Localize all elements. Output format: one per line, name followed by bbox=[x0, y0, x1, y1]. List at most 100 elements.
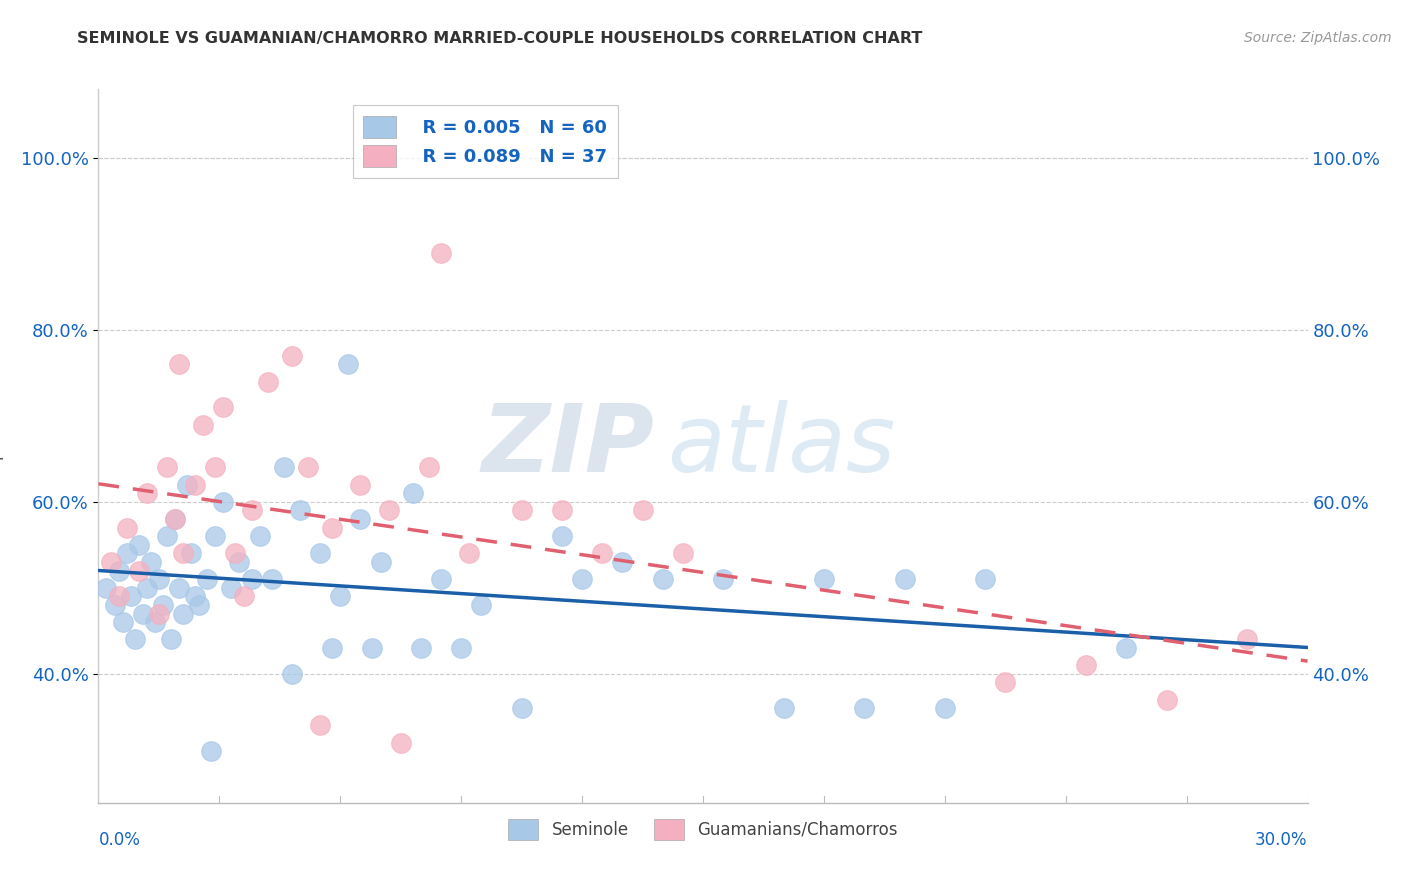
Point bbox=[813, 572, 835, 586]
Point bbox=[893, 572, 915, 586]
Point bbox=[450, 641, 472, 656]
Point bbox=[321, 521, 343, 535]
Point bbox=[321, 641, 343, 656]
Point bbox=[361, 641, 384, 656]
Point bbox=[111, 615, 134, 630]
Point bbox=[772, 701, 794, 715]
Point bbox=[212, 401, 235, 415]
Point bbox=[994, 675, 1017, 690]
Point bbox=[184, 590, 207, 604]
Point bbox=[974, 572, 997, 586]
Point bbox=[1236, 632, 1258, 647]
Point bbox=[256, 375, 278, 389]
Point bbox=[135, 486, 157, 500]
Point bbox=[232, 590, 254, 604]
Point bbox=[180, 546, 202, 560]
Point bbox=[152, 598, 174, 612]
Point bbox=[711, 572, 734, 586]
Point bbox=[1074, 658, 1097, 673]
Point bbox=[430, 572, 453, 586]
Point bbox=[163, 512, 186, 526]
Point bbox=[389, 736, 412, 750]
Text: atlas: atlas bbox=[666, 401, 896, 491]
Point bbox=[124, 632, 146, 647]
Point bbox=[156, 460, 179, 475]
Point bbox=[370, 555, 392, 569]
Point bbox=[612, 555, 634, 569]
Point bbox=[349, 512, 371, 526]
Point bbox=[551, 529, 574, 543]
Point bbox=[402, 486, 425, 500]
Point bbox=[510, 503, 533, 517]
Point bbox=[260, 572, 283, 586]
Point bbox=[167, 357, 190, 371]
Point bbox=[377, 503, 399, 517]
Point bbox=[934, 701, 956, 715]
Point bbox=[120, 590, 142, 604]
Point bbox=[221, 581, 243, 595]
Point bbox=[458, 546, 481, 560]
Point bbox=[163, 512, 186, 526]
Point bbox=[309, 546, 332, 560]
Point bbox=[132, 607, 155, 621]
Point bbox=[107, 564, 129, 578]
Point bbox=[160, 632, 183, 647]
Point bbox=[135, 581, 157, 595]
Point bbox=[103, 598, 125, 612]
Text: SEMINOLE VS GUAMANIAN/CHAMORRO MARRIED-COUPLE HOUSEHOLDS CORRELATION CHART: SEMINOLE VS GUAMANIAN/CHAMORRO MARRIED-C… bbox=[77, 31, 922, 46]
Legend: Seminole, Guamanians/Chamorros: Seminole, Guamanians/Chamorros bbox=[501, 811, 905, 848]
Text: ZIP: ZIP bbox=[482, 400, 655, 492]
Point bbox=[297, 460, 319, 475]
Text: 0.0%: 0.0% bbox=[98, 831, 141, 849]
Point bbox=[240, 572, 263, 586]
Point bbox=[281, 349, 304, 363]
Point bbox=[188, 598, 211, 612]
Point bbox=[240, 503, 263, 517]
Point bbox=[148, 607, 170, 621]
Point bbox=[184, 477, 207, 491]
Point bbox=[329, 590, 352, 604]
Point bbox=[107, 590, 129, 604]
Point bbox=[228, 555, 250, 569]
Point bbox=[156, 529, 179, 543]
Point bbox=[510, 701, 533, 715]
Point bbox=[148, 572, 170, 586]
Point bbox=[167, 581, 190, 595]
Point bbox=[349, 477, 371, 491]
Point bbox=[551, 503, 574, 517]
Point bbox=[273, 460, 295, 475]
Y-axis label: Married-couple Households: Married-couple Households bbox=[0, 333, 4, 559]
Point bbox=[193, 417, 215, 432]
Point bbox=[200, 744, 222, 758]
Point bbox=[172, 546, 194, 560]
Point bbox=[204, 460, 226, 475]
Point bbox=[115, 546, 138, 560]
Point bbox=[430, 245, 453, 260]
Point bbox=[96, 581, 118, 595]
Point bbox=[249, 529, 271, 543]
Point bbox=[139, 555, 162, 569]
Point bbox=[853, 701, 876, 715]
Point bbox=[128, 538, 150, 552]
Point bbox=[224, 546, 246, 560]
Point bbox=[409, 641, 432, 656]
Point bbox=[212, 495, 235, 509]
Point bbox=[143, 615, 166, 630]
Point bbox=[1156, 692, 1178, 706]
Text: 30.0%: 30.0% bbox=[1256, 831, 1308, 849]
Point bbox=[281, 666, 304, 681]
Point bbox=[631, 503, 654, 517]
Point bbox=[470, 598, 492, 612]
Point bbox=[172, 607, 194, 621]
Point bbox=[418, 460, 440, 475]
Point bbox=[591, 546, 613, 560]
Point bbox=[100, 555, 122, 569]
Text: Source: ZipAtlas.com: Source: ZipAtlas.com bbox=[1244, 31, 1392, 45]
Point bbox=[288, 503, 311, 517]
Point bbox=[1115, 641, 1137, 656]
Point bbox=[176, 477, 198, 491]
Point bbox=[651, 572, 673, 586]
Point bbox=[672, 546, 695, 560]
Point bbox=[195, 572, 218, 586]
Point bbox=[309, 718, 332, 732]
